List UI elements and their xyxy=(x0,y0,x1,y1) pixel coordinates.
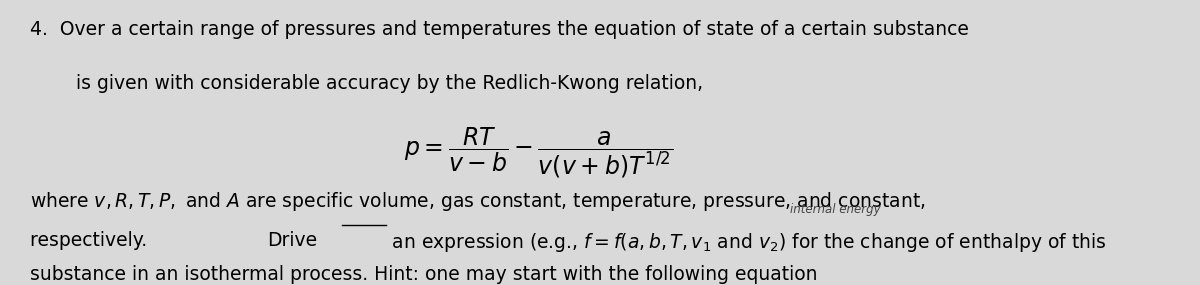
Text: where $v, R, T, P,$ and $A$ are specific volume, gas constant, temperature, pres: where $v, R, T, P,$ and $A$ are specific… xyxy=(30,190,925,213)
Text: respectively.: respectively. xyxy=(30,231,152,250)
Text: internal energy: internal energy xyxy=(790,203,881,215)
Text: an expression (e.g., $f = f(a, b, T, v_1$ and $v_2)$ for the change of enthalpy : an expression (e.g., $f = f(a, b, T, v_1… xyxy=(386,231,1106,254)
Text: substance in an isothermal process. Hint: one may start with the following equat: substance in an isothermal process. Hint… xyxy=(30,265,817,284)
Text: is given with considerable accuracy by the Redlich-Kwong relation,: is given with considerable accuracy by t… xyxy=(76,74,703,93)
Text: 4.  Over a certain range of pressures and temperatures the equation of state of : 4. Over a certain range of pressures and… xyxy=(30,20,968,39)
Text: $p = \dfrac{RT}{v-b} - \dfrac{a}{v(v+b)T^{1/2}}$: $p = \dfrac{RT}{v-b} - \dfrac{a}{v(v+b)T… xyxy=(403,125,673,180)
Text: Drive: Drive xyxy=(268,231,317,250)
